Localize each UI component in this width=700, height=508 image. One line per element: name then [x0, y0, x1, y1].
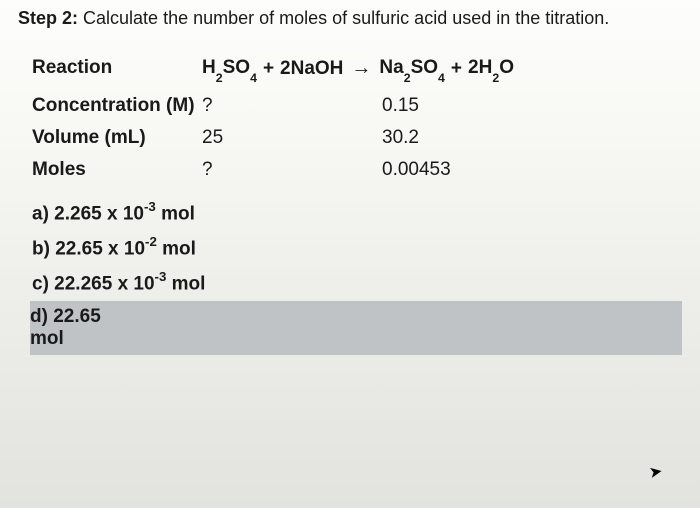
label-volume: Volume (mL) [32, 127, 202, 149]
product-na2so4: Na2SO4 [379, 57, 445, 81]
option-b[interactable]: b) 22.65 x 10-2 mol [32, 230, 682, 265]
reactant-h2so4: H2SO4 [202, 57, 257, 81]
row-reaction: Reaction H2SO4 + 2NaOH → Na2SO4 + 2H2O [32, 57, 682, 81]
label-reaction: Reaction [32, 57, 202, 79]
vol-h2so4: 25 [202, 127, 382, 149]
cursor-icon: ➤ [647, 461, 664, 483]
arrow-icon: → [351, 57, 371, 80]
reactant-naoh: 2NaOH [280, 58, 343, 80]
plus-1: + [263, 58, 274, 80]
moles-naoh: 0.00453 [382, 159, 662, 181]
row-concentration: Concentration (M) ? 0.15 [32, 95, 682, 117]
reaction-equation: H2SO4 + 2NaOH → Na2SO4 + 2H2O [202, 57, 514, 81]
option-c[interactable]: c) 22.265 x 10-3 mol [32, 265, 682, 300]
row-moles: Moles ? 0.00453 [32, 159, 682, 181]
step-label: Step 2: [18, 8, 78, 28]
plus-2: + [451, 58, 462, 80]
product-h2o: 2H2O [468, 57, 514, 81]
label-concentration: Concentration (M) [32, 95, 202, 117]
option-a[interactable]: a) 2.265 x 10-3 mol [32, 195, 682, 230]
step-heading: Step 2: Calculate the number of moles of… [18, 8, 682, 29]
conc-naoh: 0.15 [382, 95, 662, 117]
data-table: Reaction H2SO4 + 2NaOH → Na2SO4 + 2H2O C… [18, 57, 682, 181]
step-text: Calculate the number of moles of sulfuri… [83, 8, 609, 28]
answer-options: a) 2.265 x 10-3 mol b) 22.65 x 10-2 mol … [18, 195, 682, 355]
conc-h2so4: ? [202, 95, 382, 117]
label-moles: Moles [32, 159, 202, 181]
option-d[interactable]: d) 22.65 mol [30, 301, 682, 355]
row-volume: Volume (mL) 25 30.2 [32, 127, 682, 149]
moles-h2so4: ? [202, 159, 382, 181]
vol-naoh: 30.2 [382, 127, 662, 149]
